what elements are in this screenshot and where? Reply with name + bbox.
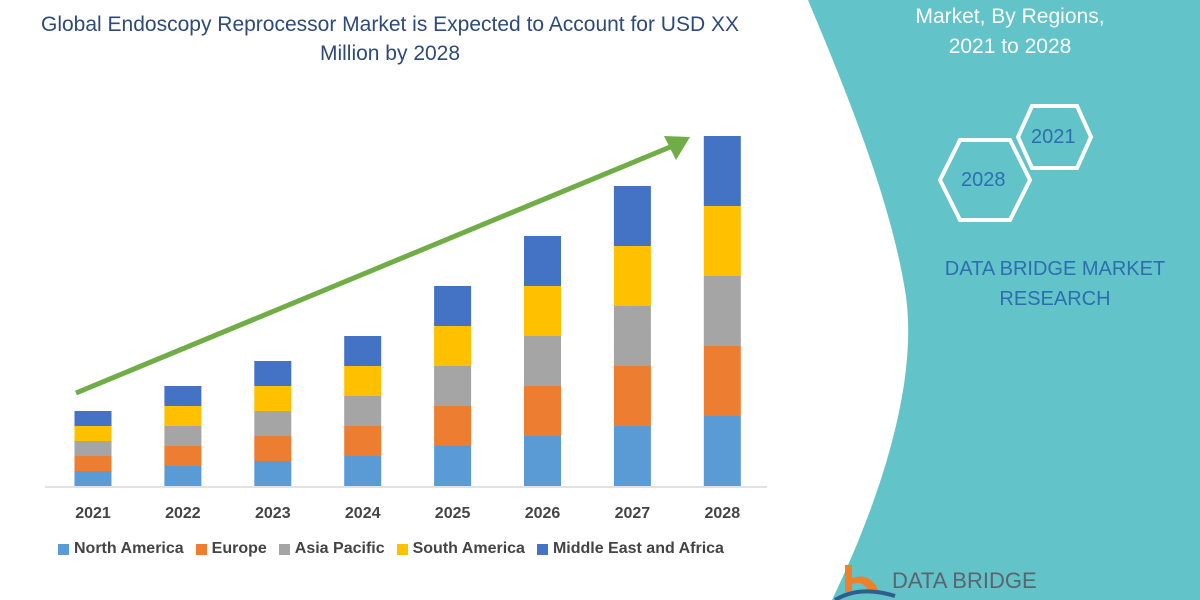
bar-segment-2022-south-america xyxy=(164,406,202,426)
trend-arrow-line xyxy=(75,142,676,396)
legend-swatch xyxy=(536,543,548,555)
bar-segment-2024-asia-pacific xyxy=(344,396,382,426)
bar-segment-2026-asia-pacific xyxy=(524,336,561,386)
bar-segment-2021-north-america xyxy=(74,471,112,486)
bar-segment-2024-europe xyxy=(344,426,382,456)
legend-swatch xyxy=(396,543,408,555)
bar-segment-2028-asia-pacific xyxy=(703,276,741,346)
legend-label: South America xyxy=(412,540,525,557)
logo-text: DATA BRIDGE xyxy=(892,568,1037,593)
bar-segment-2028-middle-east-and-africa xyxy=(703,136,741,206)
legend-swatch xyxy=(58,543,69,555)
legend-label: Europe xyxy=(211,540,267,557)
bar-segment-2021-asia-pacific xyxy=(74,441,112,456)
legend-label: North America xyxy=(74,540,184,557)
bar-segment-2027-north-america xyxy=(613,426,651,486)
bar-segment-2027-south-america xyxy=(613,246,651,306)
bar-segment-2026-south-america xyxy=(524,286,561,336)
bar-segment-2022-europe xyxy=(164,446,202,466)
trend-arrow-head xyxy=(664,136,690,160)
brand-text: DATA BRIDGE MARKET RESEARCH xyxy=(944,258,1166,310)
x-tick-label: 2022 xyxy=(165,505,201,522)
x-tick-label: 2023 xyxy=(255,505,291,522)
x-tick-label: 2028 xyxy=(705,505,741,522)
legend-item: Asia Pacific xyxy=(278,540,385,558)
bar-segment-2026-north-america xyxy=(524,436,561,486)
bar-segment-2025-north-america xyxy=(434,446,472,486)
bar-segment-2023-south-america xyxy=(254,386,292,411)
teal-side-panel xyxy=(808,0,1200,600)
bar-segment-2024-middle-east-and-africa xyxy=(344,336,382,366)
bar-segment-2027-europe xyxy=(613,366,651,426)
bar-segment-2021-south-america xyxy=(74,426,112,441)
legend-item: North America xyxy=(58,540,184,558)
bar-segment-2024-south-america xyxy=(344,366,382,396)
legend-label: Middle East and Africa xyxy=(552,540,724,557)
bar-segment-2028-south-america xyxy=(703,206,741,276)
legend-swatch xyxy=(195,543,207,555)
x-tick-label: 2026 xyxy=(525,505,561,522)
chart-title: Global Endoscopy Reprocessor Market is E… xyxy=(41,13,739,65)
legend-label: Asia Pacific xyxy=(294,540,385,557)
bar-segment-2027-middle-east-and-africa xyxy=(613,186,651,246)
hex-2028-outline xyxy=(937,138,1033,222)
x-tick-label: 2024 xyxy=(345,505,381,522)
logo-icon xyxy=(845,565,878,592)
legend: North America Europe Asia Pacific South Ame… xyxy=(58,540,724,558)
bar-segment-2025-south-america xyxy=(434,326,472,366)
bar-segment-2026-middle-east-and-africa xyxy=(524,236,561,286)
bar-segment-2026-europe xyxy=(524,386,561,436)
x-tick-label: 2021 xyxy=(75,505,111,522)
hex-label-2021: 2021 xyxy=(1031,126,1076,148)
side-title-line-1: Market, By Regions, xyxy=(915,5,1105,28)
hex-2021-outline xyxy=(1015,104,1094,170)
bar-segment-2025-asia-pacific xyxy=(434,366,472,406)
legend-swatch xyxy=(278,543,290,555)
side-panel-title: Market, By Regions, 2021 to 2028 xyxy=(880,2,1140,62)
bar-segment-2022-north-america xyxy=(164,466,202,486)
bar-segment-2023-north-america xyxy=(254,461,292,486)
bar-segment-2023-middle-east-and-africa xyxy=(254,361,292,386)
bar-segment-2025-middle-east-and-africa xyxy=(434,286,472,326)
x-tick-label: 2025 xyxy=(435,505,471,522)
bar-segment-2027-asia-pacific xyxy=(613,306,651,366)
bar-segment-2023-asia-pacific xyxy=(254,411,292,436)
bar-segment-2028-north-america xyxy=(703,416,741,486)
bar-segment-2021-europe xyxy=(74,456,112,471)
legend-item: Middle East and Africa xyxy=(536,540,724,558)
bar-segment-2025-europe xyxy=(434,406,472,446)
bar-segment-2023-europe xyxy=(254,436,292,461)
bar-segment-2022-asia-pacific xyxy=(164,426,202,446)
bar-segment-2022-middle-east-and-africa xyxy=(164,386,202,406)
bar-segment-2028-europe xyxy=(703,346,741,416)
logo-swoosh xyxy=(833,589,896,600)
legend-item: Europe xyxy=(195,540,267,558)
bar-segment-2021-middle-east-and-africa xyxy=(74,411,112,426)
bar-segment-2024-north-america xyxy=(344,456,382,486)
side-title-line-2: 2021 to 2028 xyxy=(948,35,1072,58)
x-tick-label: 2027 xyxy=(615,505,651,522)
legend-item: South America xyxy=(396,540,525,558)
hex-label-2028: 2028 xyxy=(961,169,1006,191)
